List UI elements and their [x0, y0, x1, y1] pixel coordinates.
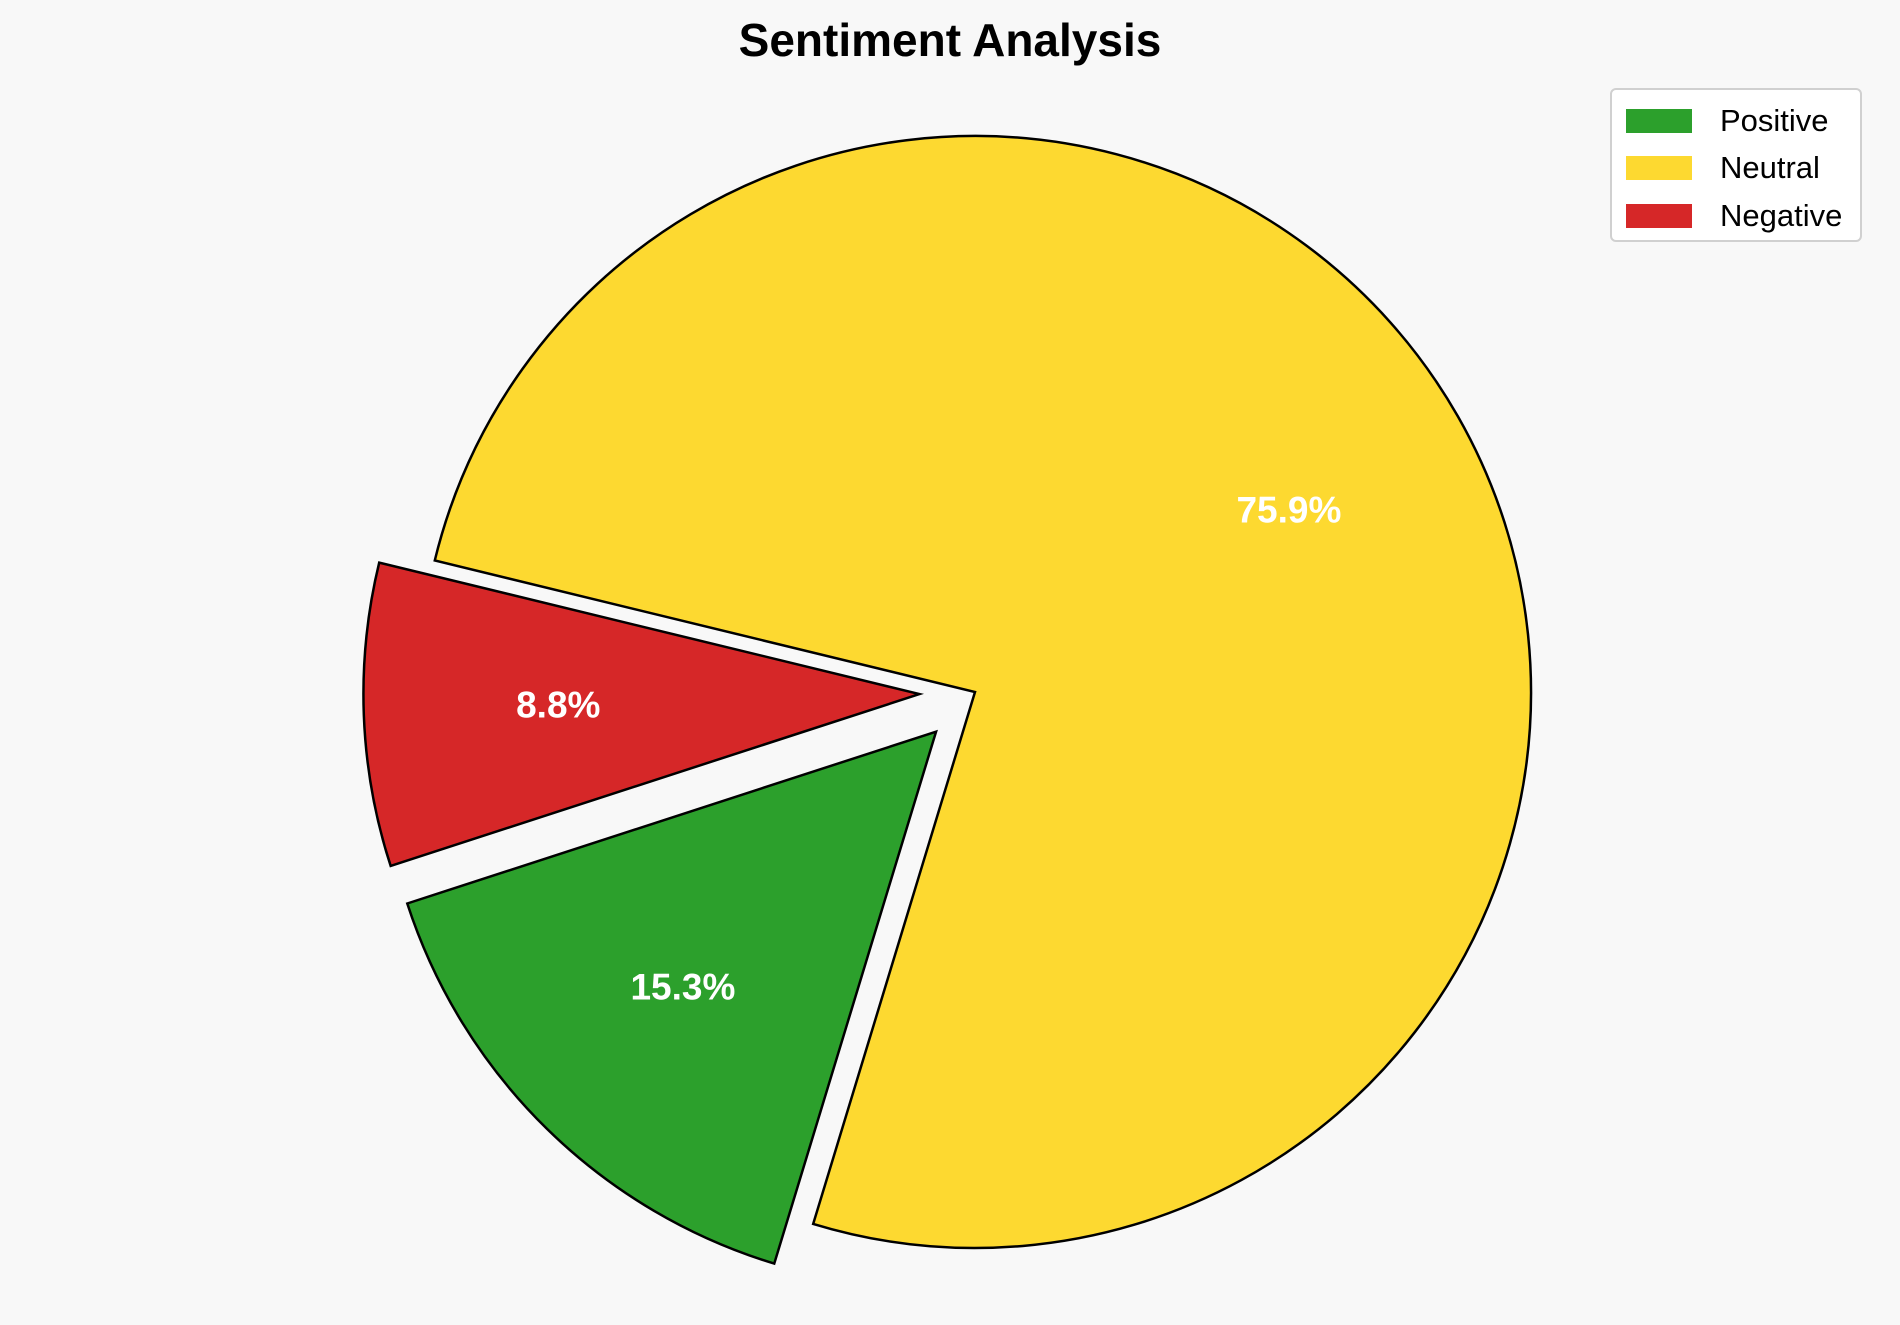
pie-slice-neutral	[433, 134, 1533, 1250]
legend-label-neutral: Neutral	[1720, 150, 1820, 186]
legend-label-positive: Positive	[1720, 102, 1829, 138]
legend-label-negative: Negative	[1720, 197, 1843, 233]
legend-item-neutral: Neutral	[1626, 145, 1860, 193]
pie-slice-negative	[362, 561, 925, 868]
chart-title: Sentiment Analysis	[738, 14, 1162, 66]
legend-item-negative: Negative	[1626, 192, 1860, 240]
pie-slice-positive	[405, 729, 938, 1266]
legend: Positive Neutral Negative	[1610, 88, 1862, 242]
slice-label-negative: 8.8%	[516, 684, 600, 725]
legend-item-positive: Positive	[1626, 97, 1860, 145]
legend-swatch-negative	[1626, 203, 1692, 228]
slice-label-positive: 15.3%	[630, 966, 735, 1007]
slice-label-neutral: 75.9%	[1236, 490, 1341, 531]
legend-swatch-neutral	[1626, 156, 1692, 181]
legend-swatch-positive	[1626, 108, 1692, 133]
